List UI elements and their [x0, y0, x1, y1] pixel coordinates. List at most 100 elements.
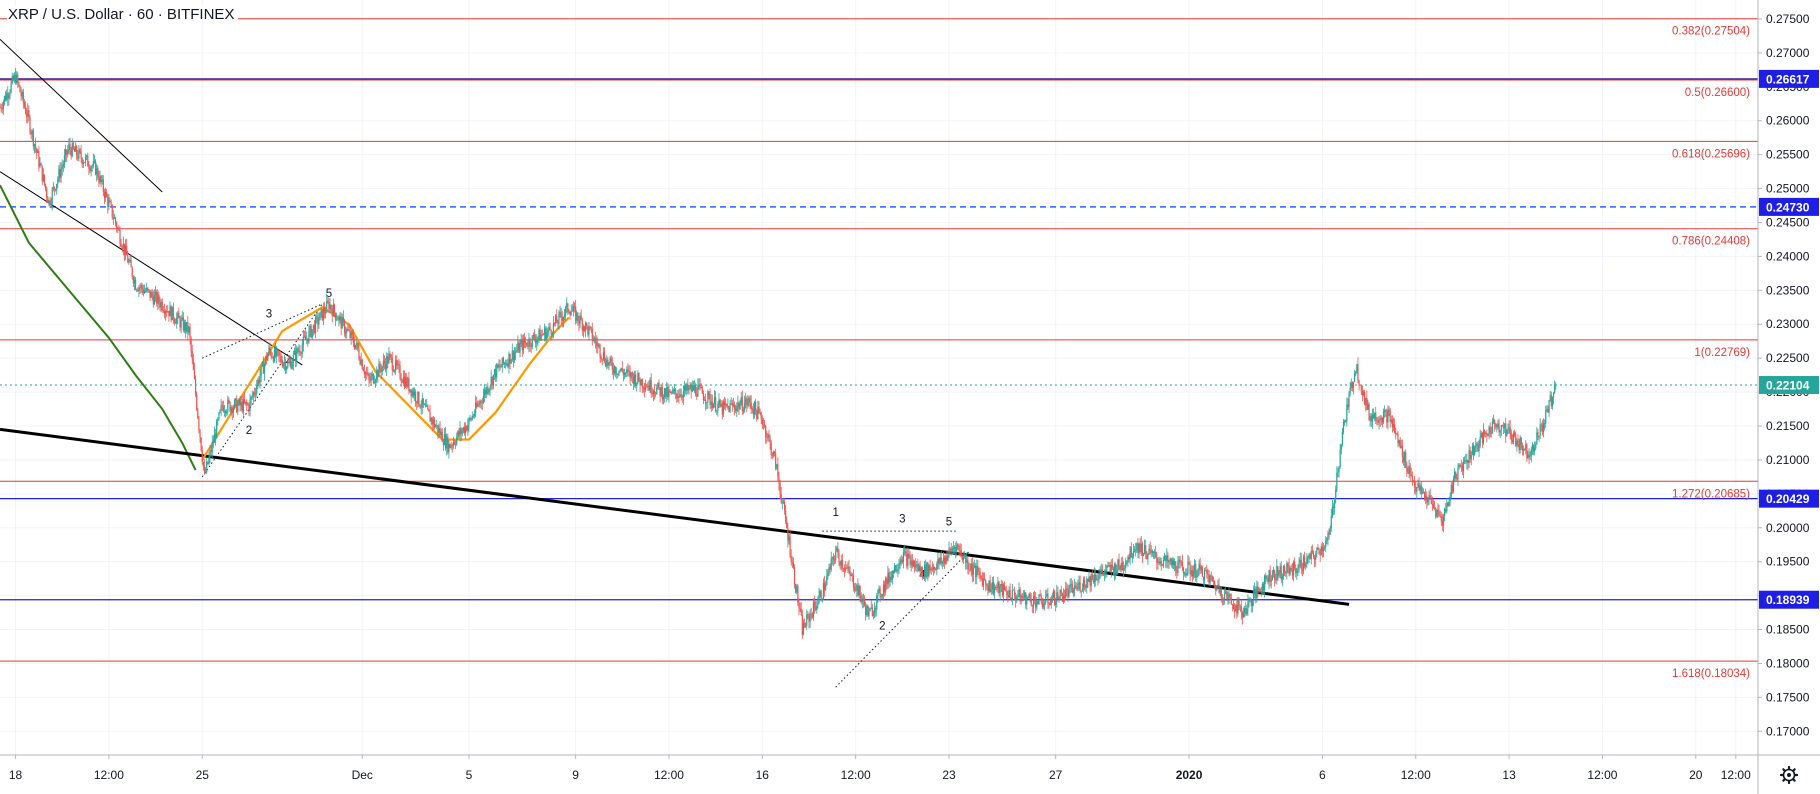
- candle-body: [126, 245, 128, 256]
- candle-body: [1317, 547, 1319, 550]
- candle-body: [1492, 420, 1495, 422]
- candle-body: [509, 353, 511, 364]
- candle-body: [1546, 409, 1548, 411]
- candle-body: [796, 586, 798, 593]
- candle-body: [108, 200, 110, 207]
- candle-body: [960, 550, 962, 556]
- candle-body: [640, 379, 642, 386]
- wave-label: 2: [246, 425, 252, 437]
- candle-body: [1119, 566, 1121, 570]
- candle-body: [667, 387, 669, 398]
- candle-body: [541, 334, 543, 336]
- candle-body: [1351, 382, 1353, 388]
- candle-body: [748, 397, 750, 403]
- candle-body: [856, 584, 858, 591]
- candle-body: [500, 366, 502, 368]
- candle-body: [1155, 552, 1157, 558]
- candle-body: [188, 327, 190, 333]
- candle-body: [843, 568, 846, 571]
- candle-body: [1471, 445, 1474, 455]
- candle-body: [154, 291, 157, 295]
- candle-body: [846, 567, 848, 569]
- candle-body: [80, 151, 82, 159]
- candle-body: [1165, 555, 1167, 561]
- candle-body: [942, 557, 945, 562]
- candle-body: [502, 357, 504, 364]
- candle-body: [89, 168, 91, 172]
- wave-line: [201, 303, 323, 478]
- candle-body: [945, 556, 947, 564]
- candle-body: [1518, 444, 1520, 451]
- candle-body: [4, 96, 7, 101]
- candle-body: [910, 560, 912, 566]
- candle-body: [1488, 426, 1490, 436]
- candle-body: [368, 373, 370, 380]
- candle-body: [32, 130, 34, 147]
- candle-body: [1511, 439, 1514, 443]
- candle-body: [728, 406, 730, 413]
- candle-body: [439, 428, 441, 435]
- candle-body: [1179, 559, 1181, 562]
- candle-body: [967, 559, 969, 569]
- candle-body: [1474, 446, 1476, 455]
- candle-body: [1261, 583, 1263, 593]
- candle-body: [71, 143, 73, 157]
- candle-body: [350, 331, 352, 338]
- price-tag: [1759, 489, 1819, 508]
- candle-body: [94, 160, 97, 175]
- candle-body: [1370, 416, 1372, 422]
- candle-body: [440, 431, 442, 435]
- candle-body: [1527, 454, 1529, 459]
- candle-body: [1237, 600, 1239, 614]
- candle-body: [1260, 591, 1262, 593]
- candle-body: [1372, 414, 1375, 419]
- candle-body: [709, 394, 711, 405]
- candle-body: [800, 609, 802, 616]
- candle-body: [642, 387, 645, 389]
- candle-body: [1211, 576, 1213, 581]
- candle-body: [227, 399, 229, 412]
- candle-body: [383, 360, 386, 364]
- candle-body: [61, 166, 63, 170]
- x-tick-label: 16: [756, 768, 770, 782]
- candle-body: [602, 352, 605, 360]
- wave-label: 3: [899, 513, 905, 525]
- candle-body: [545, 328, 547, 340]
- candle-body: [217, 419, 219, 421]
- candle-body: [902, 552, 905, 562]
- candle-body: [1191, 570, 1193, 577]
- candle-body: [1536, 432, 1538, 445]
- candle-body: [301, 344, 303, 354]
- candle-body: [537, 337, 539, 340]
- price-tag-label: 0.22104: [1766, 379, 1810, 393]
- candle-body: [466, 426, 468, 431]
- candle-body: [713, 396, 716, 404]
- candle-body: [629, 370, 631, 379]
- candle-body: [1364, 391, 1366, 405]
- candle-body: [933, 566, 936, 570]
- candle-body: [461, 430, 463, 434]
- candle-body: [908, 554, 910, 556]
- candle-body: [690, 385, 692, 392]
- candle-body: [1352, 382, 1355, 388]
- candle-body: [891, 570, 893, 581]
- candle-body: [1183, 573, 1186, 574]
- candle-body: [174, 322, 177, 324]
- candle-body: [1060, 590, 1062, 593]
- candle-body: [932, 566, 935, 570]
- candle-body: [729, 403, 731, 413]
- candle-body: [1180, 561, 1182, 563]
- price-tag-label: 0.26617: [1766, 72, 1810, 86]
- candle-body: [863, 598, 866, 606]
- candle-body: [1384, 409, 1386, 412]
- gear-icon[interactable]: [1779, 765, 1799, 785]
- candle-body: [134, 279, 137, 290]
- candle-body: [1430, 499, 1432, 505]
- price-tag-label: 0.24730: [1766, 200, 1810, 214]
- candle-body: [1480, 433, 1482, 437]
- candle-body: [1424, 492, 1426, 501]
- candle-body: [526, 342, 528, 346]
- price-tags: 0.26617 0.24730 0.20429 0.18939 0.22104: [1759, 69, 1819, 609]
